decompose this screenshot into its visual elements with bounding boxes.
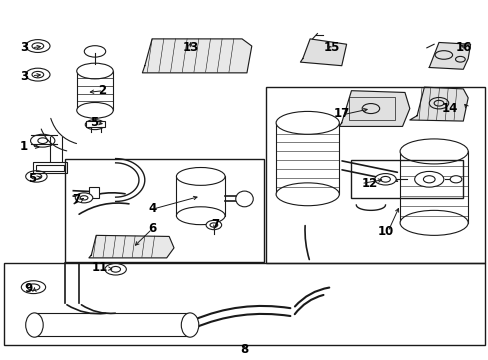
Text: 15: 15: [323, 41, 340, 54]
Ellipse shape: [205, 220, 221, 230]
Ellipse shape: [449, 176, 461, 183]
Polygon shape: [409, 87, 467, 121]
FancyArrowPatch shape: [74, 193, 125, 203]
FancyArrowPatch shape: [193, 306, 290, 320]
Ellipse shape: [374, 174, 395, 185]
FancyArrowPatch shape: [305, 226, 309, 260]
Bar: [4, 263, 484, 345]
Text: 6: 6: [148, 222, 156, 235]
FancyArrowPatch shape: [294, 295, 323, 314]
Bar: [399, 152, 467, 223]
FancyArrowPatch shape: [341, 170, 397, 181]
Text: 7: 7: [72, 193, 81, 206]
Ellipse shape: [75, 193, 93, 203]
Text: 3: 3: [20, 70, 28, 83]
Bar: [33, 162, 67, 173]
Bar: [348, 97, 394, 120]
Text: 12: 12: [361, 177, 377, 190]
Text: 11: 11: [92, 261, 108, 274]
FancyArrowPatch shape: [341, 161, 397, 172]
Bar: [176, 176, 224, 216]
Ellipse shape: [176, 167, 224, 185]
FancyArrowPatch shape: [51, 118, 76, 144]
Text: 7: 7: [211, 218, 219, 231]
Text: 5: 5: [90, 116, 99, 129]
Ellipse shape: [77, 103, 113, 118]
Ellipse shape: [26, 313, 43, 337]
Ellipse shape: [276, 183, 339, 206]
FancyArrowPatch shape: [294, 288, 328, 306]
Text: 4: 4: [148, 202, 156, 215]
Text: 14: 14: [441, 102, 458, 115]
Ellipse shape: [21, 281, 45, 294]
Text: 13: 13: [183, 41, 199, 54]
Ellipse shape: [105, 264, 126, 275]
Text: 5: 5: [28, 172, 36, 185]
Polygon shape: [339, 91, 409, 126]
Bar: [266, 87, 484, 263]
Ellipse shape: [399, 139, 467, 164]
Polygon shape: [89, 235, 174, 258]
Bar: [64, 158, 264, 262]
Bar: [77, 71, 113, 111]
Bar: [36, 165, 63, 171]
Text: 2: 2: [98, 84, 106, 97]
FancyArrowPatch shape: [41, 129, 66, 151]
FancyArrowPatch shape: [67, 305, 105, 314]
Ellipse shape: [235, 191, 253, 207]
FancyArrowPatch shape: [79, 203, 129, 214]
Polygon shape: [428, 42, 469, 69]
Bar: [86, 121, 105, 127]
Ellipse shape: [77, 63, 113, 79]
Ellipse shape: [276, 111, 339, 134]
Text: 8: 8: [240, 343, 248, 356]
FancyArrowPatch shape: [193, 314, 290, 328]
Bar: [276, 123, 339, 194]
Text: 9: 9: [25, 283, 33, 296]
FancyArrowPatch shape: [81, 305, 115, 314]
Text: 16: 16: [455, 41, 471, 54]
Ellipse shape: [414, 171, 443, 187]
Ellipse shape: [399, 210, 467, 235]
Text: 17: 17: [333, 107, 349, 120]
Text: 1: 1: [20, 140, 28, 153]
Ellipse shape: [176, 207, 224, 225]
Ellipse shape: [181, 313, 199, 337]
Bar: [34, 313, 190, 337]
Bar: [89, 187, 99, 198]
Bar: [351, 160, 462, 198]
Polygon shape: [300, 39, 346, 66]
Text: 10: 10: [377, 225, 393, 238]
Polygon shape: [142, 39, 251, 73]
Text: 3: 3: [20, 41, 28, 54]
